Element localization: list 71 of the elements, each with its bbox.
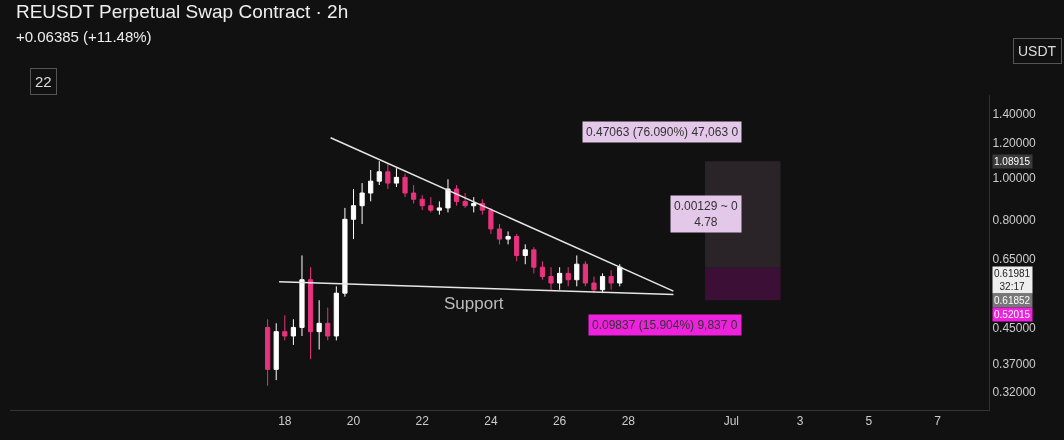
candlestick — [548, 266, 554, 291]
candlestick — [402, 173, 408, 198]
candlestick — [574, 254, 580, 287]
candlestick — [428, 196, 434, 213]
candlestick — [333, 285, 339, 341]
text: USDT — [1018, 43, 1057, 59]
candlestick — [325, 307, 331, 341]
candlestick — [522, 243, 528, 265]
x-tick-label: 5 — [865, 414, 873, 429]
text: 1.08915 — [994, 156, 1031, 167]
candlestick — [265, 318, 271, 387]
candlestick — [342, 207, 348, 298]
y-tick-label: 0.45000 — [992, 320, 1037, 335]
y-tick-label: 0.80000 — [992, 212, 1037, 227]
x-tick-label: 7 — [934, 414, 942, 429]
annotation: 0.00129 ~ 0 4.78 — [674, 199, 739, 229]
x-tick-label: 26 — [552, 414, 567, 429]
x-tick-label: 3 — [796, 414, 804, 429]
candlestick — [591, 276, 597, 294]
candlestick — [368, 169, 374, 202]
text: 0.61981 32:17 — [994, 268, 1031, 292]
candlestick — [488, 207, 494, 235]
y-tick-label: 1.00000 — [992, 170, 1037, 185]
candlestick — [393, 167, 400, 188]
text: 0.52015 — [994, 309, 1031, 320]
annotation: 0.47063 (76.090%) 47,063 0 — [586, 125, 739, 139]
candlestick — [565, 266, 571, 287]
candlestick — [436, 200, 442, 216]
candlestick — [290, 318, 296, 346]
y-tick-label: 1.40000 — [992, 107, 1037, 122]
candlestick — [273, 322, 279, 381]
text: 0.61852 — [994, 295, 1031, 306]
candlestick — [505, 230, 511, 245]
y-tick-label: 0.32000 — [992, 384, 1037, 399]
candlestick — [453, 184, 460, 207]
candlestick — [462, 192, 468, 209]
candlestick — [359, 182, 365, 225]
y-tick-label: 0.65000 — [992, 251, 1037, 266]
x-tick-label: 28 — [621, 414, 636, 429]
candlestick — [514, 233, 520, 262]
candlestick — [419, 194, 425, 211]
annotation: Support — [444, 294, 504, 313]
x-tick-label: Jul — [723, 414, 740, 429]
text: 22 — [35, 73, 52, 90]
candlestick — [496, 223, 503, 245]
candlestick — [445, 178, 451, 213]
y-tick-label: 1.20000 — [992, 136, 1037, 151]
candlestick — [599, 272, 606, 294]
candlestick — [299, 254, 305, 337]
x-tick-label: 22 — [415, 414, 430, 429]
candlestick — [582, 260, 588, 287]
candlestick — [385, 162, 391, 190]
candlestick — [617, 263, 623, 287]
candlestick — [350, 188, 357, 240]
x-tick-label: 20 — [346, 414, 361, 429]
candlestick — [307, 266, 314, 360]
x-tick-label: 18 — [278, 414, 292, 429]
annotation: 0.09837 (15.904%) 9,837 0 — [592, 318, 738, 332]
candlestick — [471, 196, 477, 213]
candlestick — [531, 246, 537, 274]
y-tick-label: 0.37000 — [992, 357, 1037, 372]
candlestick — [316, 299, 322, 351]
candlestick — [282, 314, 288, 341]
candlestick — [539, 260, 546, 281]
candlestick — [608, 269, 614, 291]
candlestick — [376, 160, 382, 186]
chart-title: REUSDT Perpetual Swap Contract · 2h — [15, 0, 349, 22]
chart-subtitle: +0.06385 (+11.48%) — [15, 28, 152, 46]
candlestick — [411, 184, 417, 205]
x-tick-label: 24 — [484, 414, 498, 429]
candlestick — [557, 266, 563, 291]
